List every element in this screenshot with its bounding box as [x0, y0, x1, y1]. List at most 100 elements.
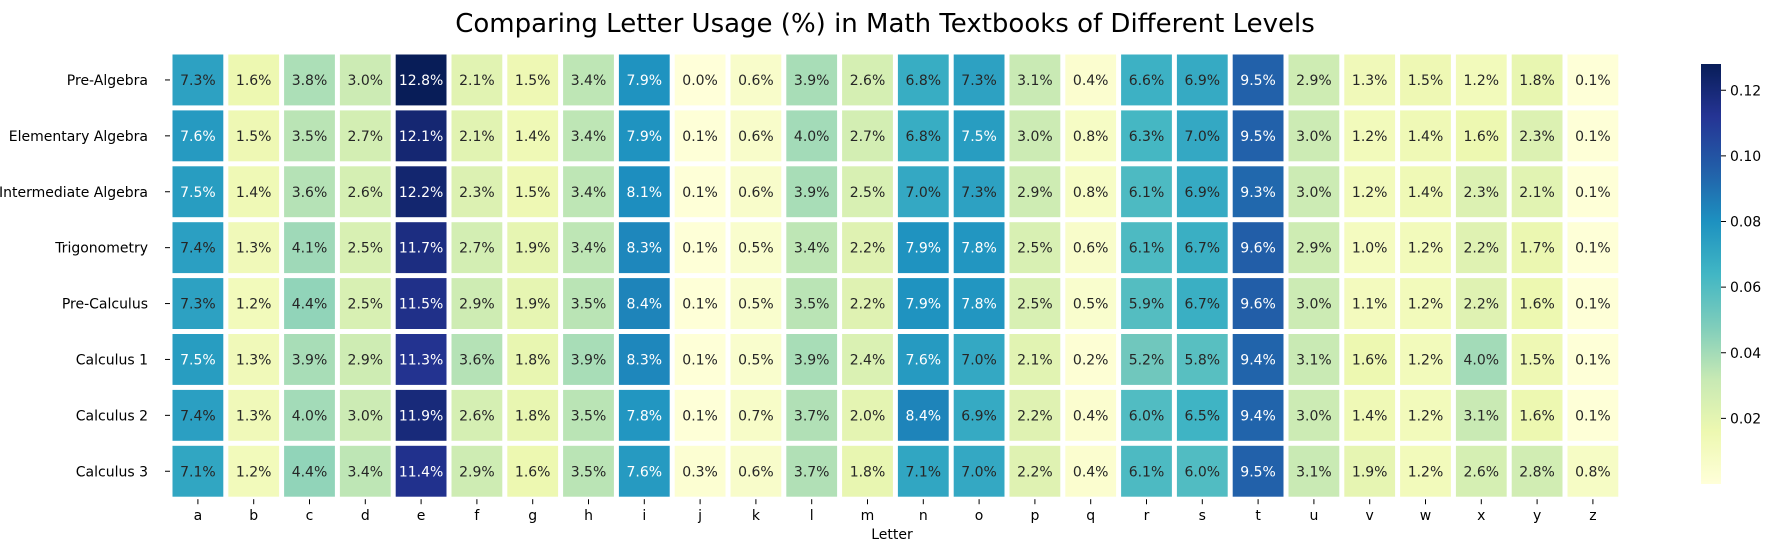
heatmap-cell	[1232, 222, 1284, 274]
heatmap-cell	[1455, 445, 1507, 497]
cell-value-label: 7.8%	[961, 297, 997, 313]
cell-value-label: 0.4%	[1073, 464, 1109, 480]
cell-value-label: 6.8%	[906, 73, 942, 89]
cell-value-label: 1.2%	[1352, 185, 1388, 201]
cell-value-label: 0.8%	[1073, 185, 1109, 201]
cell-value-label: 2.2%	[1017, 408, 1053, 424]
cell-value-label: 0.6%	[738, 464, 774, 480]
heatmap-cell	[339, 389, 391, 441]
colorbar-tick-label: 0.06	[1730, 280, 1761, 296]
heatmap-cell	[395, 110, 447, 162]
cell-value-label: 3.5%	[571, 408, 607, 424]
cell-value-label: 1.2%	[1352, 129, 1388, 145]
heatmap-cell	[1065, 445, 1117, 497]
heatmap-cell	[1176, 389, 1228, 441]
row-tick-label: Calculus 3	[76, 464, 148, 480]
cell-value-label: 6.7%	[1185, 241, 1221, 257]
heatmap-cell	[730, 389, 782, 441]
cell-value-label: 5.2%	[1129, 352, 1165, 368]
cell-value-label: 2.3%	[1464, 185, 1500, 201]
cell-value-label: 1.5%	[1408, 73, 1444, 89]
colorbar-tick-label: 0.08	[1730, 215, 1761, 231]
heatmap-cell	[563, 445, 614, 497]
cell-value-label: 3.1%	[1464, 408, 1500, 424]
heatmap-cell	[897, 334, 949, 385]
heatmap-cell	[563, 166, 614, 218]
cell-value-label: 0.6%	[738, 129, 774, 145]
cell-value-label: 5.9%	[1129, 297, 1165, 313]
heatmap-cell	[284, 54, 335, 106]
heatmap-cell	[1400, 166, 1451, 218]
cell-value-label: 0.1%	[682, 352, 718, 368]
cell-value-label: 1.2%	[1408, 352, 1444, 368]
heatmap-cell	[1009, 278, 1061, 329]
heatmap-cell	[563, 389, 614, 441]
cell-value-label: 0.1%	[1575, 297, 1611, 313]
heatmap-cell	[1121, 445, 1172, 497]
cell-value-label: 2.7%	[348, 129, 384, 145]
heatmap-cell	[451, 389, 503, 441]
heatmap-cell	[228, 278, 280, 329]
heatmap-cell	[507, 334, 559, 385]
heatmap-cell	[339, 110, 391, 162]
heatmap-cell	[897, 389, 949, 441]
cell-value-label: 1.6%	[1464, 129, 1500, 145]
cell-value-label: 7.3%	[961, 185, 997, 201]
heatmap-cell	[1288, 389, 1340, 441]
cell-value-label: 1.8%	[850, 464, 886, 480]
cell-value-label: 3.9%	[794, 352, 830, 368]
cell-value-label: 0.1%	[1575, 408, 1611, 424]
column-tick-label: h	[584, 508, 593, 524]
cell-value-label: 7.8%	[627, 408, 663, 424]
cell-value-label: 2.1%	[1017, 352, 1053, 368]
heatmap-cell	[674, 445, 726, 497]
heatmap-cell	[1232, 334, 1284, 385]
heatmap-cell	[339, 334, 391, 385]
cell-value-label: 7.0%	[961, 464, 997, 480]
heatmap-cell	[674, 54, 726, 106]
cell-value-label: 2.4%	[850, 352, 886, 368]
cell-value-label: 2.7%	[850, 129, 886, 145]
column-tick-label: w	[1420, 508, 1431, 524]
cell-value-label: 7.4%	[180, 408, 216, 424]
heatmap-cell	[284, 278, 335, 329]
heatmap-cell	[1121, 389, 1172, 441]
heatmap-cell	[1176, 110, 1228, 162]
heatmap-cell	[674, 166, 726, 218]
heatmap-cell	[1009, 222, 1061, 274]
cell-value-label: 2.2%	[850, 297, 886, 313]
heatmap-cell	[1009, 54, 1061, 106]
heatmap-cell	[1400, 110, 1451, 162]
cell-value-label: 3.5%	[292, 129, 328, 145]
heatmap-cell	[507, 222, 559, 274]
cell-value-label: 6.1%	[1129, 464, 1165, 480]
cell-value-label: 2.5%	[850, 185, 886, 201]
heatmap-cell	[730, 166, 782, 218]
cell-value-label: 6.9%	[961, 408, 997, 424]
cell-value-label: 7.9%	[627, 73, 663, 89]
heatmap-cell	[395, 222, 447, 274]
cell-value-label: 2.9%	[1296, 241, 1332, 257]
column-tick-label: t	[1255, 508, 1261, 524]
cell-value-label: 2.6%	[1464, 464, 1500, 480]
heatmap-cell	[172, 222, 224, 274]
cell-value-label: 7.3%	[961, 73, 997, 89]
heatmap-cell	[1455, 222, 1507, 274]
cell-value-label: 2.6%	[348, 185, 384, 201]
heatmap-cell	[842, 54, 893, 106]
cell-value-label: 3.0%	[1296, 185, 1332, 201]
heatmap-cell	[1344, 334, 1396, 385]
heatmap-cell	[563, 54, 614, 106]
heatmap-cell	[1288, 334, 1340, 385]
cell-value-label: 9.4%	[1240, 352, 1276, 368]
row-tick-label: Elementary Algebra	[9, 129, 148, 145]
heatmap-cell	[1065, 222, 1117, 274]
cell-value-label: 6.9%	[1185, 185, 1221, 201]
heatmap-cell	[1288, 445, 1340, 497]
cell-value-label: 2.2%	[850, 241, 886, 257]
column-tick-label: c	[306, 508, 314, 524]
colorbar-gradient	[1701, 64, 1721, 484]
cell-value-label: 7.6%	[906, 352, 942, 368]
cell-value-label: 7.3%	[180, 297, 216, 313]
heatmap-cell	[1121, 222, 1172, 274]
